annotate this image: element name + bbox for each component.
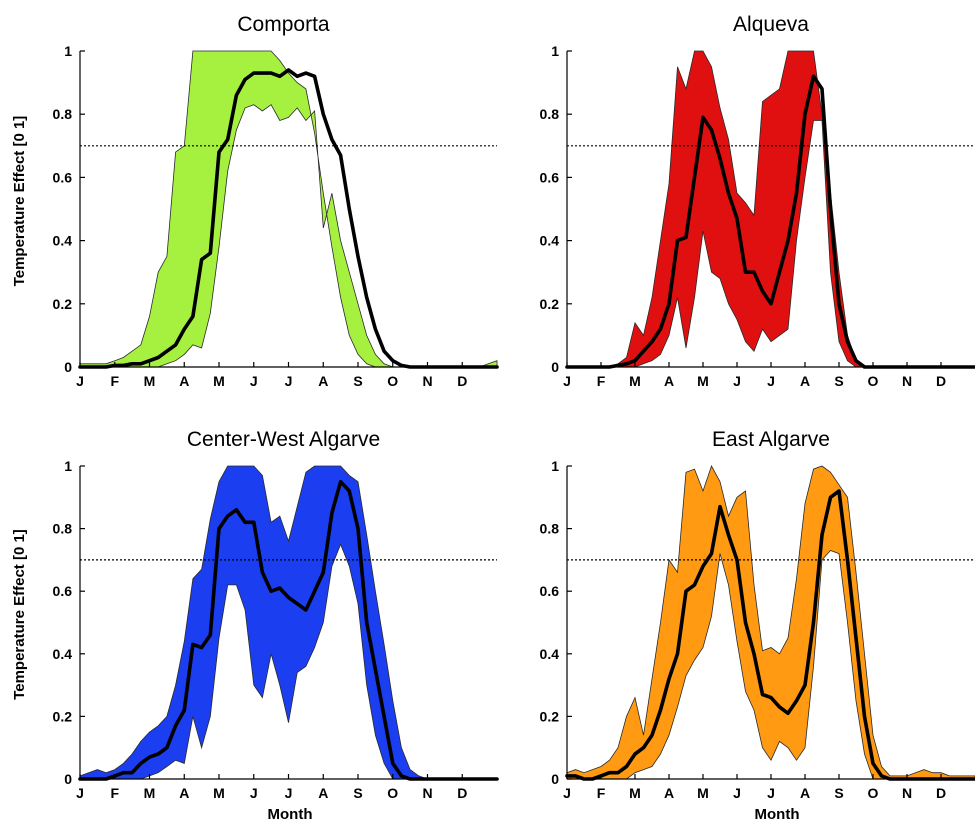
x-tick-label: A <box>179 373 189 389</box>
x-tick-label: D <box>457 373 467 389</box>
x-tick-label: J <box>250 373 258 389</box>
y-tick-label: 0.6 <box>53 169 73 185</box>
y-tick-label: 0.6 <box>540 583 560 599</box>
x-tick-label: M <box>697 373 709 389</box>
y-tick-label: 0.2 <box>540 708 560 724</box>
y-tick-label: 1 <box>551 43 559 59</box>
y-tick-label: 0 <box>551 359 559 375</box>
panel-title: Alqueva <box>733 13 809 36</box>
x-tick-label: J <box>76 785 84 801</box>
x-tick-label: J <box>733 373 741 389</box>
x-tick-label: J <box>285 785 293 801</box>
x-tick-label: N <box>902 785 912 801</box>
y-tick-label: 0.2 <box>540 296 560 312</box>
x-tick-label: F <box>597 785 606 801</box>
x-tick-label: O <box>387 785 398 801</box>
panel-title: Center-West Algarve <box>187 428 380 451</box>
y-tick-label: 0.8 <box>540 521 560 537</box>
x-tick-label: A <box>800 373 810 389</box>
x-tick-label: N <box>422 373 432 389</box>
x-tick-label: J <box>76 373 84 389</box>
chart-panel-4: 0 0.2 0.4 0.6 0.8 1 J F M A M J J A S O N D East Algarve Mo… <box>540 428 975 823</box>
x-tick-label: J <box>563 373 571 389</box>
x-tick-label: F <box>597 373 606 389</box>
x-tick-label: A <box>664 785 674 801</box>
x-tick-label: A <box>179 785 189 801</box>
x-tick-label: F <box>110 373 119 389</box>
y-axis-label: Temperature Effect [0 1] <box>11 116 28 287</box>
y-tick-label: 1 <box>551 458 559 474</box>
y-tick-label: 0.4 <box>53 233 73 249</box>
x-tick-label: M <box>629 373 641 389</box>
x-axis-label: Month <box>755 806 800 823</box>
y-tick-label: 0 <box>64 771 72 787</box>
x-tick-label: O <box>868 785 879 801</box>
x-tick-label: J <box>733 785 741 801</box>
x-tick-label: M <box>213 373 225 389</box>
y-tick-label: 0.4 <box>540 233 560 249</box>
band-area <box>567 50 975 368</box>
x-tick-label: A <box>800 785 810 801</box>
x-tick-label: D <box>936 785 946 801</box>
panel-title: Comporta <box>237 13 330 36</box>
x-tick-label: A <box>318 373 328 389</box>
y-tick-label: 1 <box>64 458 72 474</box>
y-tick-label: 0.2 <box>53 708 73 724</box>
x-tick-label: J <box>250 785 258 801</box>
x-tick-label: M <box>144 785 156 801</box>
chart-panel-1: 0 0.2 0.4 0.6 0.8 1 J F M A M J J A S O N D Comporta Temper… <box>11 13 499 389</box>
x-tick-label: M <box>213 785 225 801</box>
chart-panel-2: 0 0.2 0.4 0.6 0.8 1 J F M A M J J A S O N D Alqueva <box>540 13 975 389</box>
x-tick-label: A <box>664 373 674 389</box>
x-tick-label: O <box>868 373 879 389</box>
x-tick-label: F <box>110 785 119 801</box>
y-tick-label: 0.6 <box>53 583 73 599</box>
x-tick-label: A <box>318 785 328 801</box>
y-tick-label: 0 <box>64 359 72 375</box>
y-tick-label: 0.8 <box>53 106 73 122</box>
y-tick-label: 1 <box>64 43 72 59</box>
x-tick-label: J <box>767 373 775 389</box>
chart-panel-3: 0 0.2 0.4 0.6 0.8 1 J F M A M J J A S O N D Center-West Al… <box>11 428 499 823</box>
x-tick-label: N <box>422 785 432 801</box>
x-tick-label: D <box>457 785 467 801</box>
x-tick-label: O <box>387 373 398 389</box>
y-tick-label: 0.4 <box>540 646 560 662</box>
x-tick-label: J <box>285 373 293 389</box>
x-tick-label: M <box>144 373 156 389</box>
x-tick-label: N <box>902 373 912 389</box>
x-tick-label: S <box>353 373 362 389</box>
x-tick-label: J <box>767 785 775 801</box>
y-tick-label: 0.4 <box>53 646 73 662</box>
y-axis-label: Temperature Effect [0 1] <box>11 529 28 700</box>
y-tick-label: 0.8 <box>53 521 73 537</box>
y-tick-label: 0 <box>551 771 559 787</box>
x-axis-label: Month <box>268 806 313 823</box>
x-tick-label: S <box>353 785 362 801</box>
y-tick-label: 0.8 <box>540 106 560 122</box>
panel-title: East Algarve <box>712 428 830 451</box>
x-tick-label: M <box>697 785 709 801</box>
x-tick-label: M <box>629 785 641 801</box>
y-tick-label: 0.2 <box>53 296 73 312</box>
x-tick-label: D <box>936 373 946 389</box>
x-tick-label: S <box>834 373 843 389</box>
y-tick-label: 0.6 <box>540 169 560 185</box>
band-area <box>566 465 975 780</box>
x-tick-label: S <box>834 785 843 801</box>
x-tick-label: J <box>563 785 571 801</box>
